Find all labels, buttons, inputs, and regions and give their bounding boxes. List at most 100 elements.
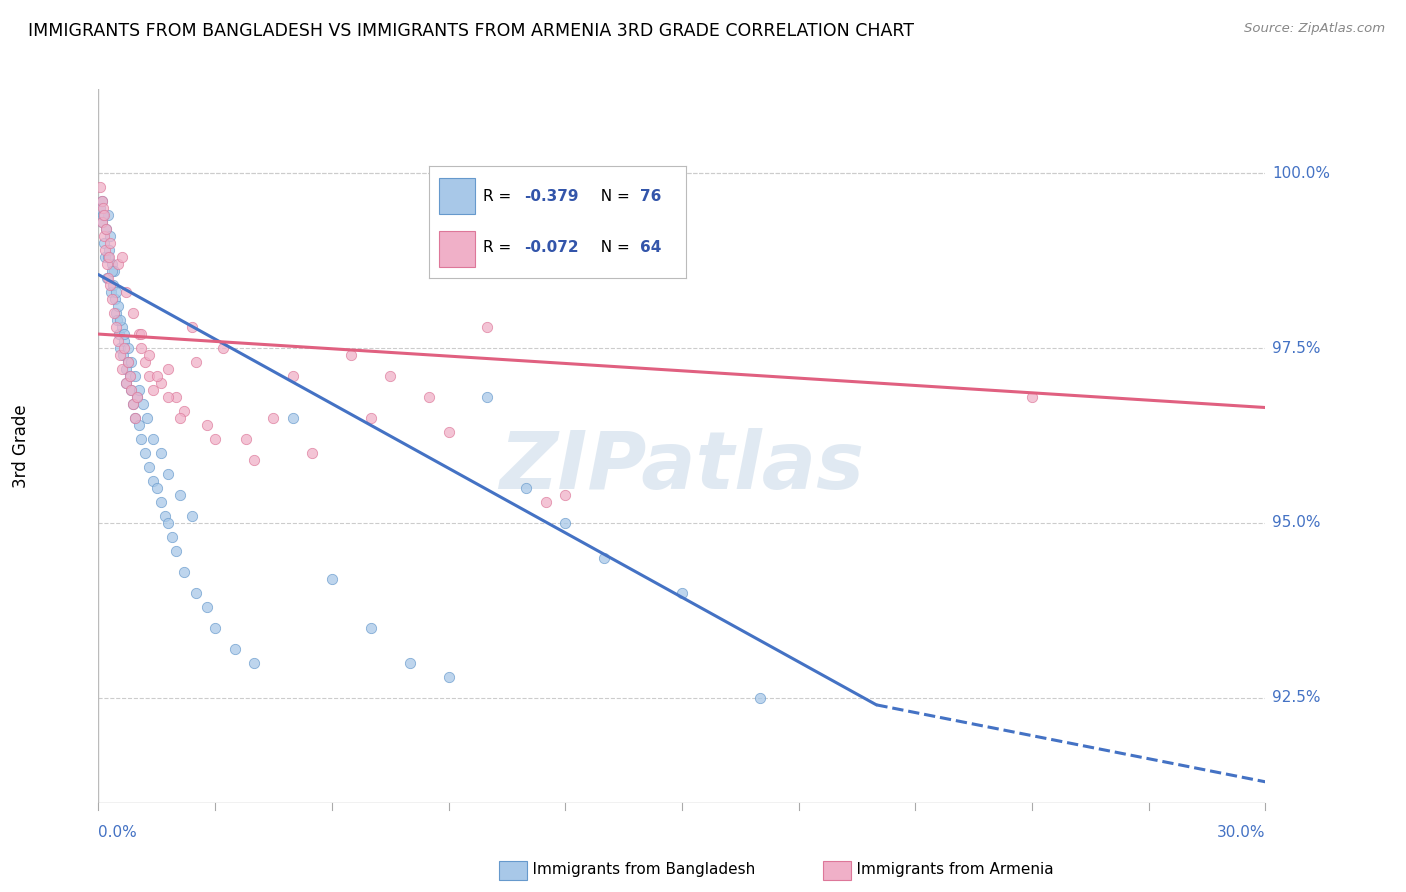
Point xyxy=(94,250,117,264)
Point xyxy=(128,383,150,397)
Point xyxy=(124,369,146,384)
Point xyxy=(129,432,152,446)
Point xyxy=(108,313,131,327)
Point xyxy=(138,348,160,362)
Point xyxy=(173,404,195,418)
Point xyxy=(169,411,191,425)
Point xyxy=(117,341,139,355)
Point xyxy=(108,341,131,355)
Point xyxy=(134,446,156,460)
Point xyxy=(243,453,266,467)
Point xyxy=(97,271,120,285)
Point xyxy=(98,236,121,251)
Point xyxy=(360,621,382,635)
Point xyxy=(169,488,191,502)
Point xyxy=(128,417,150,432)
Point xyxy=(104,285,127,299)
Text: 92.5%: 92.5% xyxy=(1272,690,1320,706)
Point xyxy=(180,320,202,334)
Text: Source: ZipAtlas.com: Source: ZipAtlas.com xyxy=(1244,22,1385,36)
FancyBboxPatch shape xyxy=(439,231,475,267)
Point xyxy=(1021,390,1043,404)
Point xyxy=(204,432,226,446)
Point xyxy=(127,390,149,404)
Point xyxy=(90,194,112,208)
Point xyxy=(134,355,156,369)
Point xyxy=(89,180,111,194)
Text: -0.379: -0.379 xyxy=(524,189,578,204)
Point xyxy=(96,222,118,236)
Point xyxy=(142,432,165,446)
Point xyxy=(115,376,138,390)
Point xyxy=(127,390,149,404)
Point xyxy=(281,369,304,384)
Point xyxy=(118,369,141,384)
Point xyxy=(117,355,139,369)
Point xyxy=(101,292,124,306)
Point xyxy=(748,690,770,705)
Point xyxy=(112,327,135,342)
Point xyxy=(477,320,499,334)
Point xyxy=(340,348,363,362)
Point xyxy=(114,376,136,390)
Text: 3rd Grade: 3rd Grade xyxy=(13,404,30,488)
Point xyxy=(122,306,145,320)
Point xyxy=(142,383,165,397)
Point xyxy=(91,208,114,222)
Point xyxy=(98,278,121,293)
Point xyxy=(534,495,557,509)
Text: 97.5%: 97.5% xyxy=(1272,341,1320,356)
Point xyxy=(321,572,343,586)
Text: ZIPatlas: ZIPatlas xyxy=(499,428,865,506)
Point xyxy=(124,411,146,425)
Text: R =: R = xyxy=(484,189,516,204)
Point xyxy=(93,208,115,222)
Point xyxy=(378,369,402,384)
Point xyxy=(138,460,160,475)
Point xyxy=(212,341,235,355)
Point xyxy=(97,250,120,264)
Point xyxy=(98,243,121,257)
Point xyxy=(165,390,187,404)
Point xyxy=(153,508,176,523)
Point xyxy=(671,586,693,600)
Point xyxy=(90,194,112,208)
Point xyxy=(111,362,134,376)
Point xyxy=(195,599,218,614)
Point xyxy=(111,320,134,334)
Point xyxy=(107,327,129,342)
Point xyxy=(243,656,266,670)
Point xyxy=(91,201,114,215)
Point xyxy=(103,264,125,278)
Point xyxy=(149,446,172,460)
Point xyxy=(96,222,118,236)
Point xyxy=(157,390,180,404)
Point xyxy=(121,383,143,397)
Text: 100.0%: 100.0% xyxy=(1272,166,1330,181)
Point xyxy=(112,334,135,348)
Text: R =: R = xyxy=(484,240,516,255)
Text: 95.0%: 95.0% xyxy=(1272,516,1320,531)
Point xyxy=(112,341,135,355)
Point xyxy=(180,508,202,523)
Point xyxy=(89,201,111,215)
Point xyxy=(107,257,129,271)
Point xyxy=(281,411,304,425)
Point xyxy=(104,320,127,334)
Point xyxy=(162,530,184,544)
Point xyxy=(104,292,127,306)
Point xyxy=(94,243,117,257)
Point xyxy=(132,397,155,411)
Text: 64: 64 xyxy=(640,240,661,255)
Point xyxy=(111,250,134,264)
Point xyxy=(100,285,122,299)
Point xyxy=(97,208,120,222)
Point xyxy=(107,334,129,348)
Point xyxy=(138,369,160,384)
Point xyxy=(114,285,136,299)
Point xyxy=(142,474,165,488)
Point xyxy=(121,355,143,369)
Point xyxy=(593,550,616,565)
Point xyxy=(195,417,218,432)
Point xyxy=(96,271,118,285)
